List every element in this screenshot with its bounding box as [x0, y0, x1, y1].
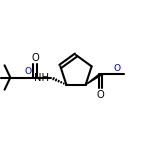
Text: O: O	[25, 67, 32, 76]
Text: NH: NH	[34, 73, 49, 83]
Polygon shape	[86, 74, 101, 85]
Text: O: O	[97, 90, 104, 100]
Text: O: O	[114, 64, 121, 73]
Text: O: O	[31, 53, 39, 63]
